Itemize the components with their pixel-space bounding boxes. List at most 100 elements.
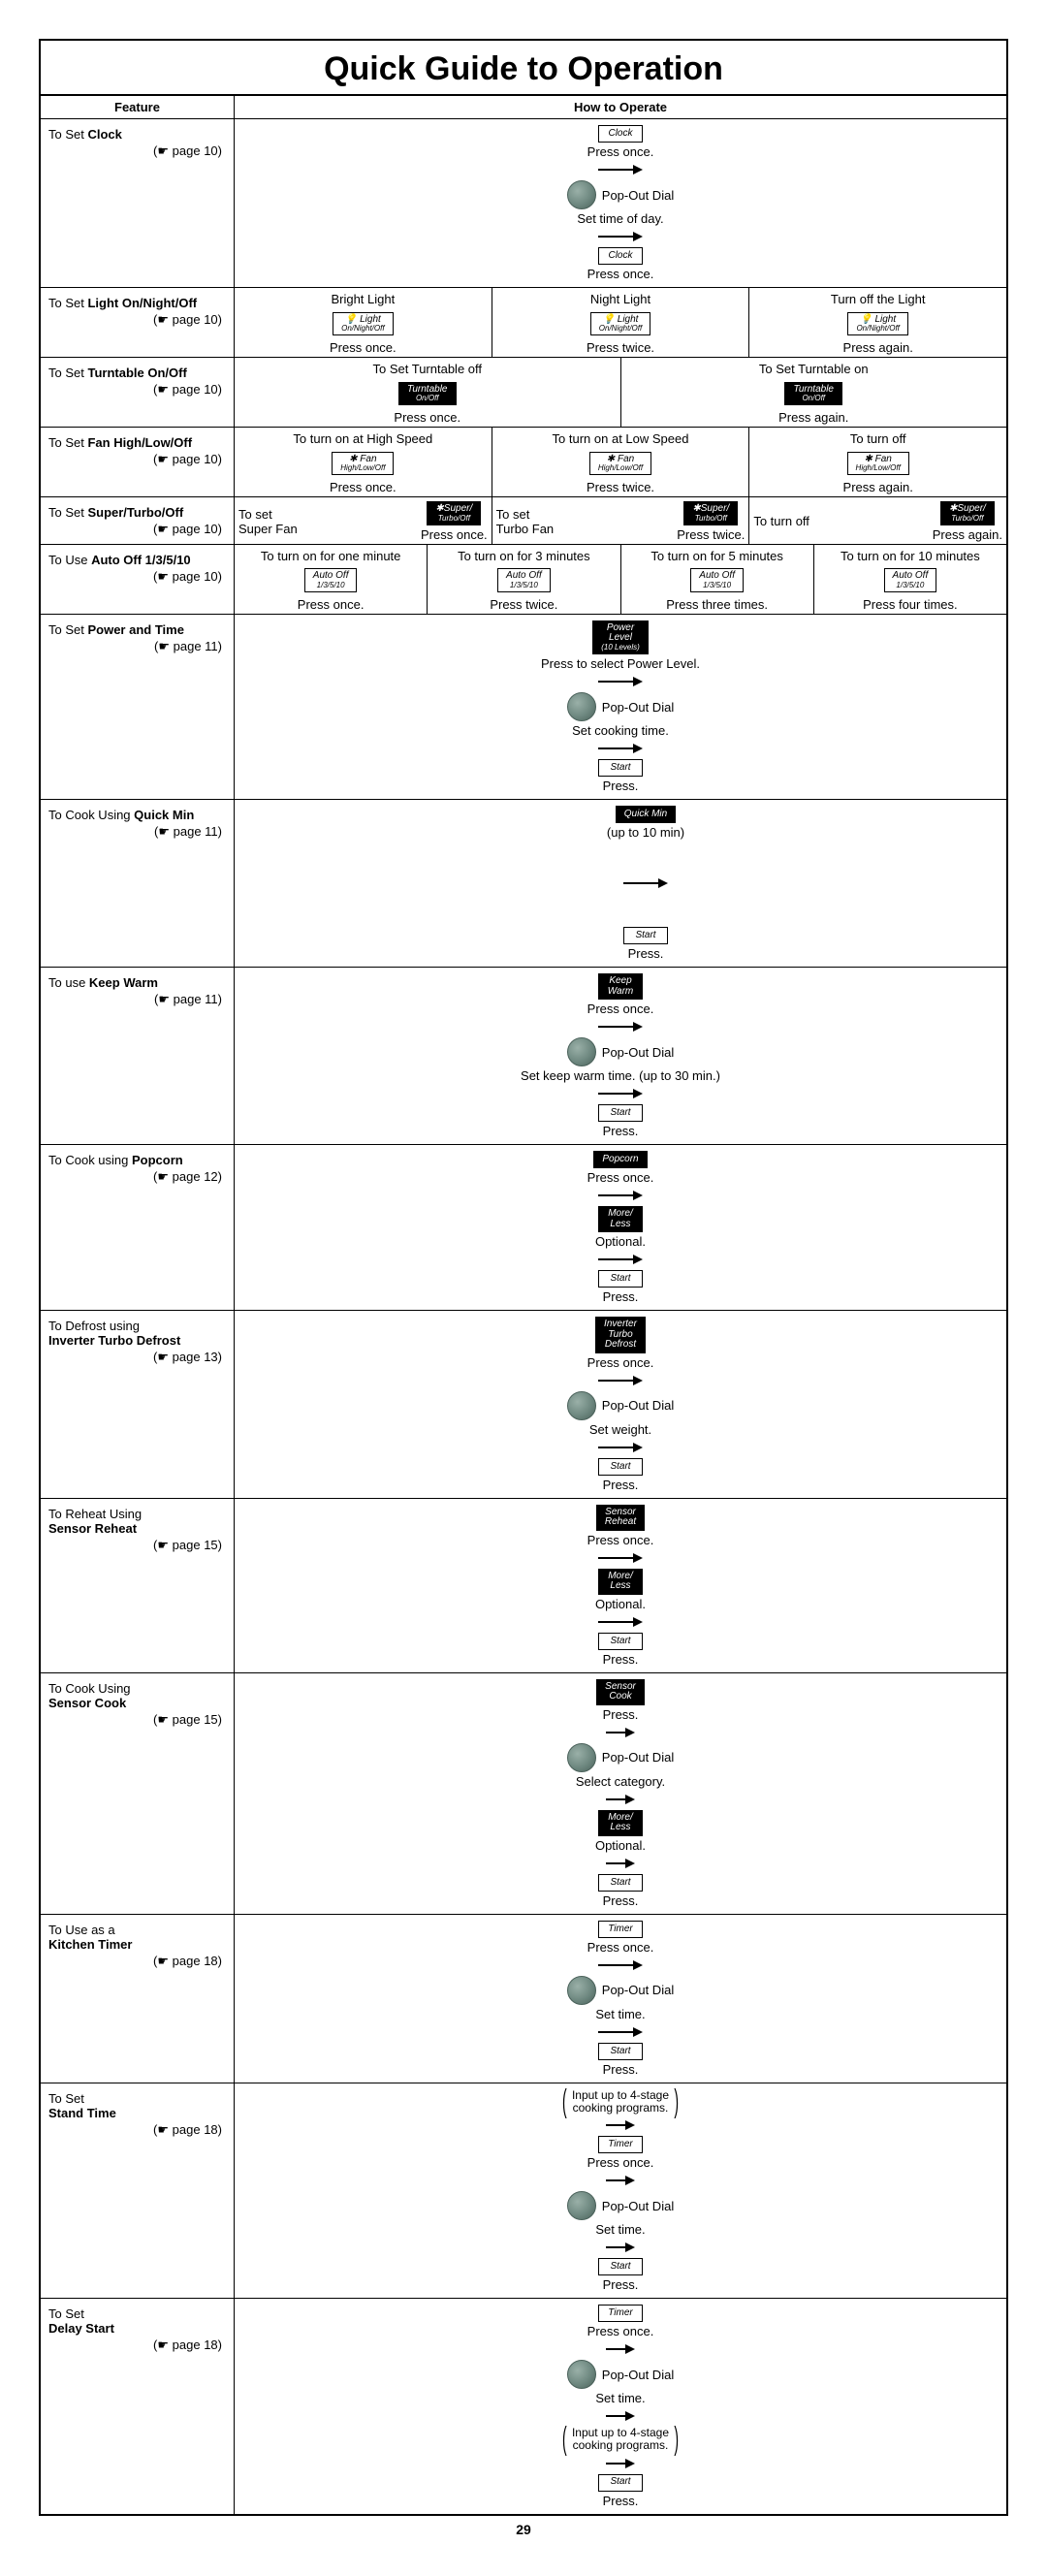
autooff-button: Auto Off1/3/5/10 xyxy=(497,568,551,592)
autooff-button: Auto Off1/3/5/10 xyxy=(690,568,744,592)
dial-label: Pop-Out Dial xyxy=(602,1750,674,1765)
dial-icon xyxy=(567,2360,596,2389)
turntable-button: TurntableOn/Off xyxy=(398,382,457,406)
sensorcook-button: SensorCook xyxy=(596,1679,645,1705)
page-ref: page 10 xyxy=(48,143,228,159)
arrow-icon xyxy=(598,1255,643,1264)
feature-prefix: To Reheat Using xyxy=(48,1507,228,1521)
arrow-icon xyxy=(598,1960,643,1970)
start-button: Start xyxy=(598,759,643,777)
cell-header: Night Light xyxy=(590,292,650,307)
op-cell: SensorCook Press. Pop-Out Dial Select ca… xyxy=(235,1673,1006,1914)
light-button: 💡 LightOn/Night/Off xyxy=(590,312,650,336)
caption: Press. xyxy=(603,1478,639,1492)
timer-button: Timer xyxy=(598,1921,643,1938)
start-button: Start xyxy=(598,1104,643,1122)
arrow-icon xyxy=(598,232,643,241)
caption: Press. xyxy=(603,2277,639,2292)
start-button: Start xyxy=(598,2474,643,2492)
op-cell: Quick Min (up to 10 min) Start Press. xyxy=(235,800,1006,967)
row-super: To Set Super/Turbo/Off page 10 To setSup… xyxy=(41,497,1006,545)
popcorn-button: Popcorn xyxy=(593,1151,647,1168)
caption: Press four times. xyxy=(863,597,958,612)
op-cell: PowerLevel(10 Levels) Press to select Po… xyxy=(235,615,1006,799)
fan-button: ✱ FanHigh/Low/Off xyxy=(847,452,909,476)
row-popcorn: To Cook using Popcorn page 12 Popcorn Pr… xyxy=(41,1145,1006,1311)
page-ref: page 11 xyxy=(48,639,228,654)
cell-header: To turn on for 10 minutes xyxy=(841,549,980,564)
start-button: Start xyxy=(598,2258,643,2275)
moreless-button: More/Less xyxy=(598,1569,643,1595)
dial-icon xyxy=(567,180,596,209)
feature-bold: Keep Warm xyxy=(89,975,158,990)
autooff-button: Auto Off1/3/5/10 xyxy=(304,568,358,592)
caption: Press once. xyxy=(587,267,654,281)
arrow-icon xyxy=(598,1089,643,1098)
op-cell: Timer Press once. Pop-Out Dial Set time.… xyxy=(235,1915,1006,2083)
feature-cell: To Set Turntable On/Off page 10 xyxy=(41,358,235,427)
feature-bold: Super/Turbo/Off xyxy=(87,505,183,520)
caption: Set weight. xyxy=(589,1422,651,1437)
cell-header: To turn on for 5 minutes xyxy=(650,549,783,564)
light-button: 💡 LightOn/Night/Off xyxy=(333,312,393,336)
feature-bold: Clock xyxy=(87,127,121,142)
page-number: 29 xyxy=(39,2516,1008,2537)
cell-text: To turn off xyxy=(753,514,809,528)
arrow-icon xyxy=(598,2027,643,2037)
caption: Press once. xyxy=(587,2324,654,2338)
caption: Press once. xyxy=(587,1002,654,1016)
start-button: Start xyxy=(623,927,668,944)
row-clock: To Set Clock page 10 Clock Press once. P… xyxy=(41,119,1006,288)
caption: Press again. xyxy=(933,527,1002,542)
fan-button: ✱ FanHigh/Low/Off xyxy=(332,452,394,476)
light-button: 💡 LightOn/Night/Off xyxy=(847,312,907,336)
row-power: To Set Power and Time page 11 PowerLevel… xyxy=(41,615,1006,800)
row-sensorreheat: To Reheat Using Sensor Reheat page 15 Se… xyxy=(41,1499,1006,1673)
op-cell: To turn on at High Speed ✱ FanHigh/Low/O… xyxy=(235,428,1006,496)
arrow-icon xyxy=(598,1553,643,1563)
arrow-icon xyxy=(598,1443,643,1452)
dial-label: Pop-Out Dial xyxy=(602,1045,674,1060)
moreless-button: More/Less xyxy=(598,1206,643,1232)
page-ref: page 18 xyxy=(48,1954,228,1969)
feature-prefix: To Defrost using xyxy=(48,1319,228,1333)
arrow-icon xyxy=(598,1191,643,1200)
cell-text: Super Fan xyxy=(238,522,298,536)
row-quickmin: To Cook Using Quick Min page 11 Quick Mi… xyxy=(41,800,1006,968)
caption: Press once. xyxy=(587,1533,654,1547)
feature-prefix: To Set xyxy=(48,505,87,520)
op-cell: To setSuper Fan ✱Super/Turbo/OffPress on… xyxy=(235,497,1006,544)
caption: Press. xyxy=(603,1124,639,1138)
caption: Press once. xyxy=(587,1940,654,1955)
op-cell: InverterTurboDefrost Press once. Pop-Out… xyxy=(235,1311,1006,1498)
feature-cell: To Set Power and Time page 11 xyxy=(41,615,235,799)
caption: (up to 10 min) xyxy=(607,825,684,840)
caption: Press once. xyxy=(298,597,365,612)
start-button: Start xyxy=(598,1874,643,1892)
feature-prefix: To Use xyxy=(48,553,91,567)
arrow-icon xyxy=(606,2120,635,2130)
caption: Press. xyxy=(603,2062,639,2077)
caption: Optional. xyxy=(595,1838,646,1853)
page-ref: page 15 xyxy=(48,1538,228,1553)
dial-label: Pop-Out Dial xyxy=(602,700,674,715)
page-ref: page 10 xyxy=(48,312,228,328)
row-fan: To Set Fan High/Low/Off page 10 To turn … xyxy=(41,428,1006,497)
feature-prefix: To Cook Using xyxy=(48,808,134,822)
feature-prefix: To Set xyxy=(48,296,87,310)
dial-label: Pop-Out Dial xyxy=(602,1398,674,1413)
caption: Optional. xyxy=(595,1597,646,1611)
arrow-icon xyxy=(598,165,643,175)
super-button: ✱Super/Turbo/Off xyxy=(427,501,481,525)
feature-bold: Popcorn xyxy=(132,1153,183,1167)
caption: Press again. xyxy=(843,480,913,494)
page-title: Quick Guide to Operation xyxy=(41,41,1006,94)
page-ref: page 11 xyxy=(48,824,228,840)
arrow-icon xyxy=(606,1728,635,1737)
page-ref: page 18 xyxy=(48,2122,228,2138)
feature-cell: To Set Super/Turbo/Off page 10 xyxy=(41,497,235,544)
page-ref: page 10 xyxy=(48,382,228,398)
row-sensorcook: To Cook Using Sensor Cook page 15 Sensor… xyxy=(41,1673,1006,1915)
row-autooff: To Use Auto Off 1/3/5/10 page 10 To turn… xyxy=(41,545,1006,615)
caption: Set time of day. xyxy=(577,211,663,226)
